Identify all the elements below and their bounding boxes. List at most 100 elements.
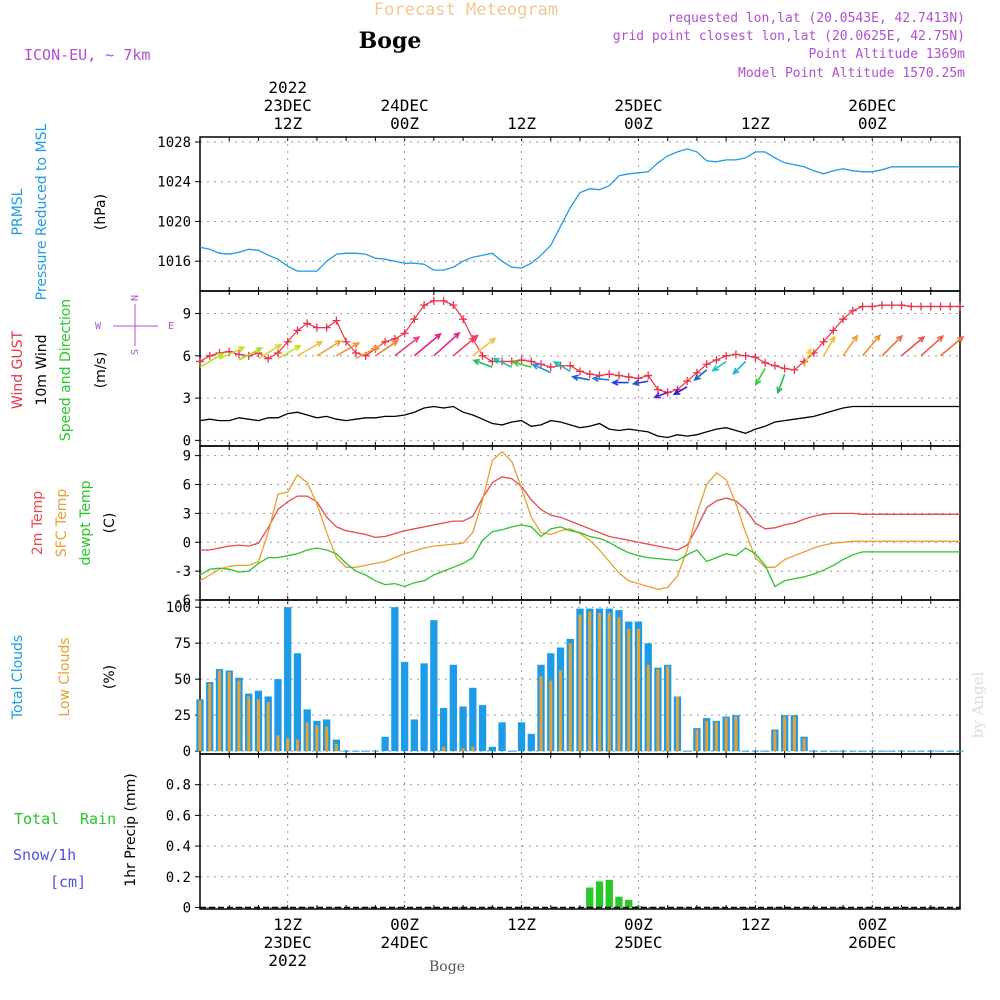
temp-line-2m-temp (200, 476, 960, 551)
low-cloud-bar (286, 738, 290, 752)
gust-marker (887, 301, 896, 310)
pressure-line (199, 148, 960, 272)
requested-coords: requested lon,lat (20.0543E, 42.7413N) (668, 11, 965, 26)
wind-unit: (m/s) (93, 352, 109, 389)
wind-arrow (336, 342, 361, 357)
gust-marker (702, 360, 711, 369)
low-cloud-bar (588, 611, 592, 752)
gust-marker (878, 301, 887, 310)
clouds-ytick-label: 0 (183, 744, 191, 760)
gust-marker (722, 351, 731, 360)
gust-marker (205, 351, 214, 360)
bottom-tick-label: 25DEC (614, 933, 662, 952)
location-title: Boge (359, 28, 422, 54)
total-cloud-bar (293, 653, 302, 752)
wind-arrow (693, 369, 708, 381)
pressure-ytick-label: 1016 (157, 254, 191, 270)
precip-frame (199, 753, 961, 910)
wind-10m-line (199, 405, 960, 439)
gust-marker (614, 371, 623, 380)
low-cloud-bar (256, 699, 260, 752)
precip-ytick-label: 0.2 (166, 870, 191, 886)
meteogram-subtitle: Forecast Meteogram (374, 0, 558, 20)
gust-marker (790, 365, 799, 374)
total-cloud-bar (469, 687, 477, 752)
temperature-ytick-label: 0 (183, 535, 191, 551)
wind-arrow (492, 357, 513, 368)
gust-marker (332, 316, 341, 325)
rain-bar (595, 881, 604, 908)
low-cloud-bar (724, 718, 728, 752)
low-cloud-bar (617, 617, 621, 752)
low-cloud-bar (295, 739, 299, 752)
pressure-frame (199, 136, 961, 292)
wind-arrow (672, 386, 688, 396)
gust-marker (770, 361, 779, 370)
rain-bar (625, 899, 633, 908)
gust-marker (478, 351, 487, 360)
bottom-tick-label: 24DEC (381, 933, 429, 952)
gust-marker (196, 357, 204, 366)
wind-arrow (939, 335, 965, 357)
low-cloud-bar (442, 746, 446, 752)
precip-snow-label: Snow/1h (13, 846, 76, 864)
total-cloud-bar (439, 707, 448, 752)
low-cloud-bar (539, 676, 543, 752)
low-cloud-bar (208, 683, 212, 752)
low-cloud-bar (568, 643, 572, 752)
low-cloud-bar (334, 743, 338, 752)
precip-unit: 1hr Precip (mm) (123, 773, 139, 886)
precip-cm-label: [cm] (50, 873, 86, 891)
wind-arrow (822, 335, 836, 357)
watermark: by Angel (969, 671, 987, 738)
wind-arrow (776, 373, 786, 395)
low-cloud-bar (549, 680, 553, 752)
wind-ytick-label: 9 (183, 307, 191, 323)
gust-marker (848, 306, 857, 315)
wind-arrow (238, 347, 264, 361)
wind-arrow (394, 335, 421, 357)
low-cloud-bar (559, 670, 563, 752)
wind-arrow (711, 360, 727, 372)
total-cloud-bar (420, 663, 428, 752)
total-cloud-bar (517, 722, 526, 752)
gust-marker (381, 337, 390, 346)
low-cloud-bar (714, 722, 718, 752)
low-cloud-bar (461, 748, 465, 752)
wind-arrow (861, 333, 881, 357)
clouds-ytick-label: 25 (174, 708, 191, 724)
compass-south: S (130, 349, 141, 355)
temperature-ytick-label: 6 (183, 478, 191, 494)
gust-marker (897, 301, 906, 310)
wind-ytick-label: 0 (183, 433, 191, 449)
low-clouds-label: Low Clouds (57, 637, 73, 716)
low-cloud-bar (646, 664, 650, 752)
gust-marker (926, 302, 935, 311)
total-cloud-bar (274, 679, 282, 752)
temp-line-sfc-temp (199, 450, 960, 591)
low-cloud-bar (266, 702, 270, 752)
gust-marker (683, 377, 692, 386)
gust-marker (322, 323, 331, 332)
bottom-tick-label: 2022 (268, 951, 307, 970)
temperature-ytick-label: 9 (183, 449, 191, 465)
gust-marker (439, 296, 448, 305)
clouds-ytick-label: 50 (174, 672, 191, 688)
gust-marker (761, 358, 770, 367)
gust-marker (653, 385, 662, 394)
low-cloud-bar (276, 735, 280, 752)
pressure-panel: 1016 1020 1024 1028 (157, 135, 961, 292)
gust-marker (264, 354, 273, 363)
low-cloud-bar (666, 666, 670, 752)
low-cloud-bar (607, 612, 611, 752)
gust-marker (712, 356, 721, 365)
grid-point-coords: grid point closest lon,lat (20.0625E, 42… (613, 29, 965, 44)
clouds-unit: (%) (102, 665, 118, 689)
precip-ytick-label: 0 (183, 900, 191, 916)
gust-marker (839, 315, 848, 324)
low-cloud-bar (675, 696, 679, 752)
gust-marker (273, 349, 282, 357)
precip-rain-label: Rain (80, 810, 116, 828)
top-tick-label: 2022 (268, 78, 307, 97)
